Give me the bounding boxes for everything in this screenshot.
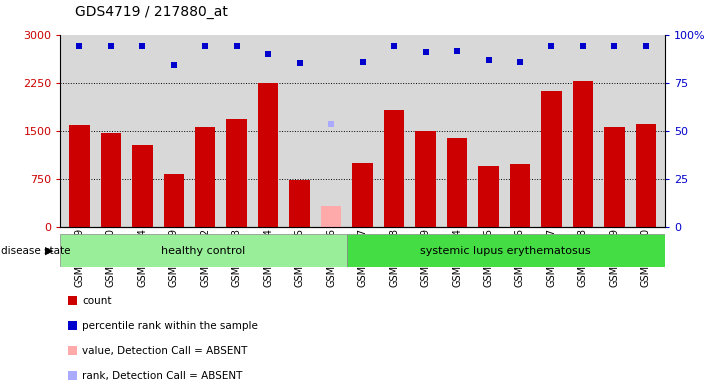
Text: count: count bbox=[82, 296, 112, 306]
Bar bbox=[195, 127, 215, 227]
Bar bbox=[100, 133, 121, 227]
Bar bbox=[60, 234, 347, 267]
Text: systemic lupus erythematosus: systemic lupus erythematosus bbox=[420, 245, 591, 256]
Bar bbox=[510, 164, 530, 227]
Bar bbox=[321, 206, 341, 227]
Text: ▶: ▶ bbox=[45, 245, 53, 256]
Bar bbox=[604, 127, 625, 227]
Bar bbox=[541, 91, 562, 227]
Bar bbox=[289, 180, 310, 227]
Text: value, Detection Call = ABSENT: value, Detection Call = ABSENT bbox=[82, 346, 248, 356]
Bar bbox=[227, 119, 247, 227]
Bar bbox=[164, 174, 184, 227]
Bar bbox=[69, 126, 90, 227]
Text: rank, Detection Call = ABSENT: rank, Detection Call = ABSENT bbox=[82, 371, 243, 381]
Bar bbox=[132, 145, 152, 227]
Bar bbox=[636, 124, 656, 227]
Bar bbox=[415, 131, 436, 227]
Bar bbox=[347, 234, 665, 267]
Text: percentile rank within the sample: percentile rank within the sample bbox=[82, 321, 258, 331]
Bar bbox=[447, 138, 467, 227]
Text: disease state: disease state bbox=[1, 245, 70, 256]
Bar bbox=[384, 110, 405, 227]
Bar bbox=[258, 83, 279, 227]
Text: GDS4719 / 217880_at: GDS4719 / 217880_at bbox=[75, 5, 228, 19]
Bar bbox=[573, 81, 593, 227]
Bar bbox=[479, 166, 498, 227]
Text: healthy control: healthy control bbox=[161, 245, 246, 256]
Bar bbox=[353, 162, 373, 227]
